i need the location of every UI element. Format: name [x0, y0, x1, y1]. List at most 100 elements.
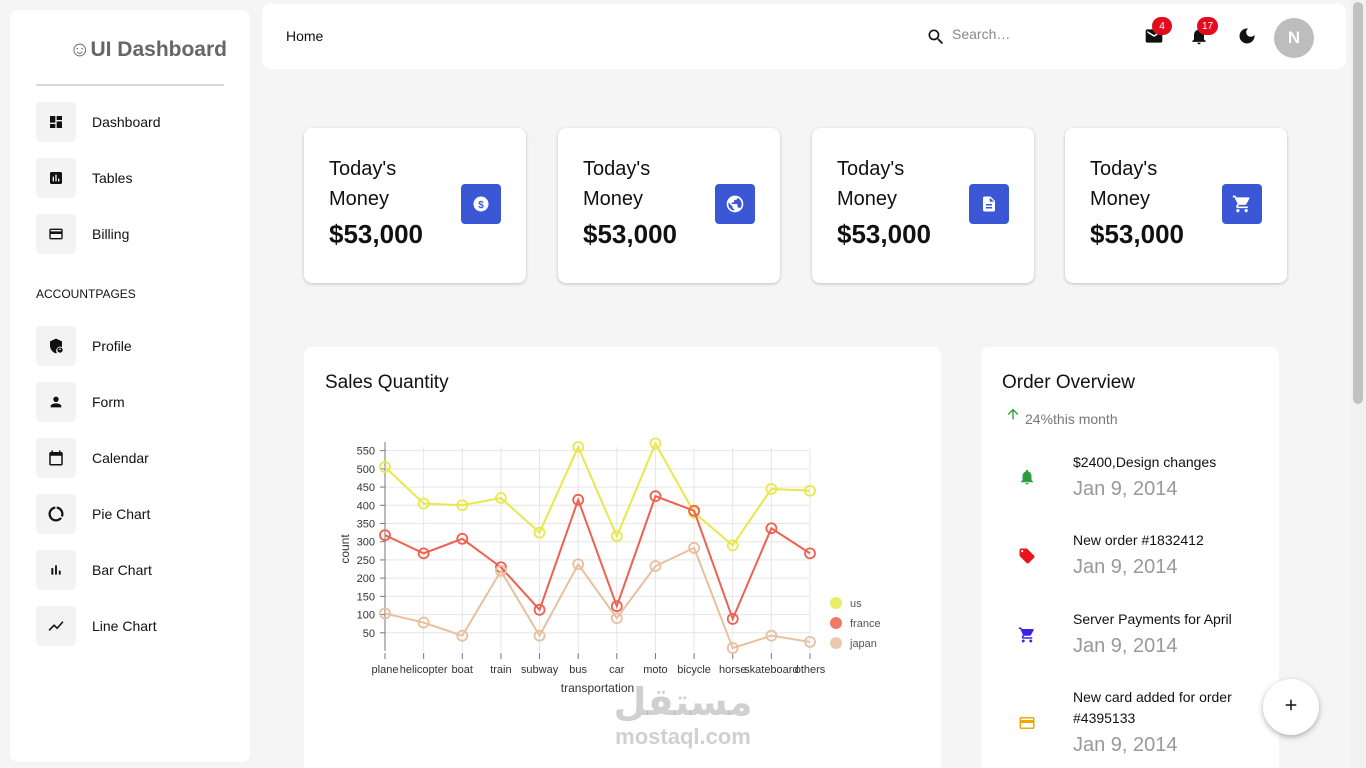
sidebar-item-tables[interactable]: Tables [36, 158, 236, 198]
stat-title: Today's Money [837, 158, 905, 210]
data-point-japan [726, 642, 739, 654]
cart-icon [1017, 625, 1037, 645]
timeline-title: Server Payments for April [1073, 611, 1232, 627]
sidebar-item-calendar[interactable]: Calendar [36, 438, 236, 478]
y-tick-label: 400 [357, 500, 375, 512]
document-icon [969, 184, 1009, 224]
globe-icon [715, 184, 755, 224]
scrollbar-thumb[interactable] [1353, 2, 1363, 404]
legend-marker-france [830, 617, 842, 629]
sidebar-item-bar-chart[interactable]: Bar Chart [36, 550, 236, 590]
sidebar-item-label: Calendar [92, 450, 149, 466]
legend-label-japan: japan [849, 638, 877, 650]
data-point-us [649, 437, 662, 450]
data-point-france [417, 547, 430, 560]
y-tick-label: 150 [357, 591, 375, 603]
moon-icon [1237, 26, 1257, 51]
search-icon[interactable] [926, 27, 946, 52]
data-point-france [572, 493, 585, 506]
x-tick-label: car [609, 664, 625, 676]
x-tick-label: moto [643, 664, 667, 676]
data-point-france [649, 490, 662, 503]
watermark-arabic: مستقل [613, 680, 753, 724]
legend-label-france: france [850, 618, 881, 630]
data-point-us [572, 441, 585, 453]
series-line-japan [384, 546, 811, 650]
data-point-france [688, 504, 700, 517]
data-point-us [456, 499, 469, 512]
data-point-us [533, 526, 546, 539]
x-tick-label: boat [452, 664, 473, 676]
sales-line-chart: 50 100 150 200 250 300 350 400 450 500 550 plane hel… [338, 437, 881, 695]
svg-text:$: $ [478, 200, 484, 211]
data-point-us [495, 492, 507, 504]
timeline-date: Jan 9, 2014 [1073, 635, 1178, 657]
data-point-japan [417, 616, 430, 629]
brand-divider [36, 84, 224, 86]
order-growth-text: 24%this month [1025, 411, 1118, 427]
breadcrumb[interactable]: Home [286, 28, 324, 44]
dashboard-icon [36, 102, 76, 142]
search-input[interactable] [952, 26, 1122, 42]
stat-title: Today's Money [583, 158, 651, 210]
cart-icon [1222, 184, 1262, 224]
sidebar-item-pie-chart[interactable]: Pie Chart [36, 494, 236, 534]
data-point-japan [533, 629, 546, 642]
stat-title: Today's Money [329, 158, 397, 210]
sidebar-item-label: Profile [92, 338, 132, 354]
sidebar-item-form[interactable]: Form [36, 382, 236, 422]
bell-icon [1017, 467, 1037, 487]
sidebar-item-billing[interactable]: Billing [36, 214, 236, 254]
timeline-title: New card added for order #4395133 [1073, 689, 1232, 726]
data-point-japan [804, 635, 816, 648]
credit-card-icon [1017, 713, 1037, 733]
avatar[interactable]: N [1274, 18, 1314, 58]
plus-icon [1282, 696, 1300, 719]
order-overview-panel: Order Overview 24%this month $2400,Desig… [981, 347, 1279, 768]
data-point-japan [379, 607, 391, 620]
x-axis-label: transportation [561, 681, 634, 695]
notification-count-badge: 17 [1197, 17, 1219, 35]
notifications-button[interactable]: 17 [1187, 17, 1219, 50]
data-point-us [610, 530, 623, 543]
sidebar-item-line-chart[interactable]: Line Chart [36, 606, 236, 646]
stat-value: $53,000 [837, 219, 931, 249]
x-tick-label: skateboard [744, 664, 798, 676]
legend-marker-us [830, 597, 842, 609]
sidebar-item-label: Tables [92, 170, 133, 186]
sidebar-item-profile[interactable]: Profile [36, 326, 236, 366]
x-tick-label: horse [719, 664, 747, 676]
dark-mode-toggle[interactable] [1235, 26, 1259, 50]
brand-title: ☺UI Dashboard [69, 38, 227, 61]
y-tick-label: 200 [357, 573, 375, 585]
stat-value: $53,000 [329, 219, 423, 249]
sidebar-item-label: Line Chart [92, 618, 157, 634]
data-point-us [726, 539, 739, 552]
y-tick-label: 300 [357, 537, 375, 549]
add-button[interactable] [1263, 679, 1319, 735]
sidebar-item-label: Pie Chart [92, 506, 151, 522]
timeline-title: $2400,Design changes [1073, 454, 1217, 470]
y-tick-label: 550 [357, 446, 375, 458]
data-point-japan [688, 542, 700, 554]
panel-title: Order Overview [1002, 372, 1136, 393]
watermark-latin: mostaql.com [615, 724, 751, 749]
calendar-icon [36, 438, 76, 478]
data-point-japan [765, 629, 778, 642]
data-point-france [610, 600, 623, 613]
data-point-france [379, 529, 391, 542]
sidebar-item-dashboard[interactable]: Dashboard [36, 102, 236, 142]
sidebar-item-label: Dashboard [92, 114, 161, 130]
stat-value: $53,000 [583, 219, 677, 249]
section-title-accountpages: ACCOUNTPAGES [36, 287, 136, 301]
stat-title: Today's Money [1090, 158, 1158, 210]
panel-title: Sales Quantity [325, 372, 449, 393]
stat-card: Today's Money $53,000 $ [304, 128, 526, 283]
mail-button[interactable]: 4 [1142, 17, 1172, 50]
y-tick-label: 350 [357, 519, 375, 531]
sidebar-item-label: Bar Chart [92, 562, 152, 578]
donut-icon [36, 494, 76, 534]
sales-quantity-panel: Sales Quantity 50 100 150 200 250 300 350 400 45… [304, 347, 941, 768]
x-tick-label: helicopter [400, 664, 448, 676]
y-tick-label: 250 [357, 555, 375, 567]
